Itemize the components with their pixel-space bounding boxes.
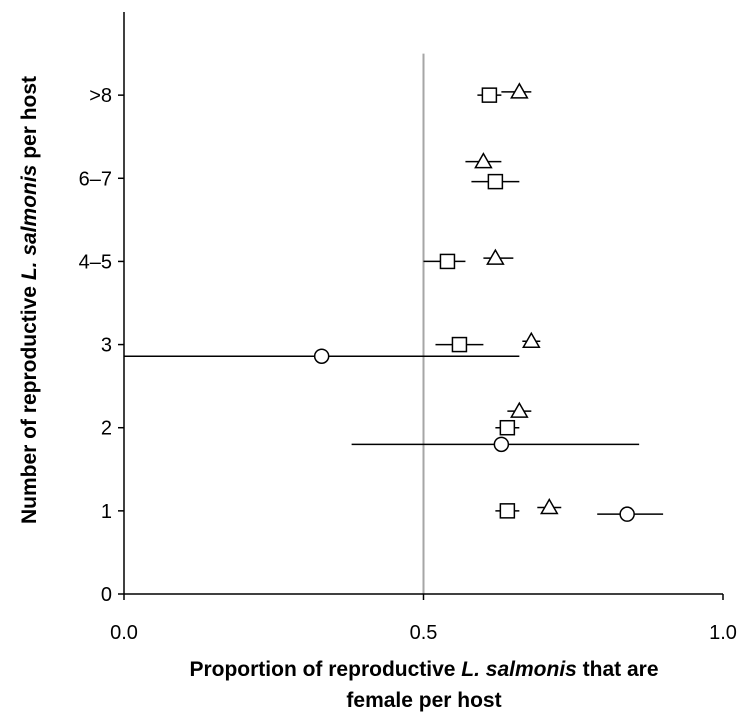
y-tick-label: 3 — [101, 335, 112, 357]
circle-marker — [313, 348, 330, 364]
y-tick-label: 0 — [101, 584, 112, 606]
y-tick-label: 6–7 — [79, 168, 112, 190]
markers — [313, 82, 635, 522]
triangle-marker — [510, 82, 529, 99]
square-marker — [481, 87, 498, 103]
triangle-marker — [474, 152, 493, 169]
x-tick-label: 0.5 — [410, 622, 438, 644]
triangle-marker — [539, 498, 559, 515]
y-tick-label: 1 — [101, 501, 112, 523]
circle-marker — [619, 506, 635, 522]
square-marker — [439, 253, 456, 270]
x-tick-labels: 0.0 0.5 1.0 — [110, 622, 737, 644]
square-marker — [499, 419, 516, 436]
y-tick-label: >8 — [89, 85, 112, 107]
square-marker — [499, 503, 516, 519]
triangle-marker — [486, 248, 505, 265]
x-axis-title-line1: Proportion of reproductive L. salmonis t… — [189, 658, 658, 681]
x-tick-label: 1.0 — [709, 622, 737, 644]
y-tick-label: 2 — [101, 418, 112, 440]
triangle-marker — [510, 401, 529, 418]
circle-marker — [493, 436, 510, 453]
y-tick-labels: 0 1 2 3 4–5 6–7 >8 — [79, 85, 112, 606]
x-tick-label: 0.0 — [110, 622, 138, 644]
triangle-marker — [522, 331, 541, 348]
error-bars — [124, 91, 664, 515]
square-marker — [487, 173, 504, 190]
square-marker — [451, 336, 468, 353]
x-axis-title-line2: female per host — [346, 689, 501, 712]
y-axis-title: Number of reproductive L. salmonis per h… — [18, 76, 41, 524]
y-tick-label: 4–5 — [79, 251, 112, 273]
axes — [118, 12, 724, 600]
